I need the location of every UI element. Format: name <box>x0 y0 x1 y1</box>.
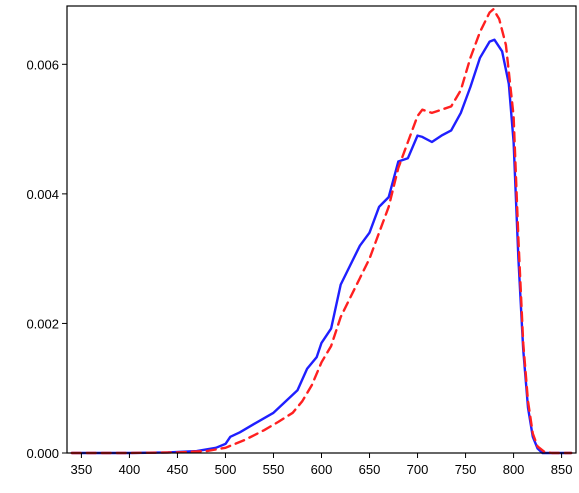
x-tick-label: 550 <box>263 462 285 477</box>
x-tick-label: 800 <box>503 462 525 477</box>
x-tick-label: 600 <box>311 462 333 477</box>
y-tick-label: 0.000 <box>26 446 59 461</box>
x-tick-label: 350 <box>71 462 93 477</box>
x-tick-label: 650 <box>359 462 381 477</box>
series-layer <box>70 7 573 455</box>
y-tick-label: 0.006 <box>26 57 59 72</box>
series-line-red-dashed <box>70 7 573 455</box>
x-tick-label: 700 <box>407 462 429 477</box>
y-axis: 0.000 0.002 0.004 0.006 <box>26 57 67 461</box>
x-tick-label: 450 <box>167 462 189 477</box>
x-tick-label: 850 <box>551 462 573 477</box>
x-tick-label: 750 <box>455 462 477 477</box>
y-tick-label: 0.004 <box>26 187 59 202</box>
y-tick-label: 0.002 <box>26 316 59 331</box>
x-tick-label: 500 <box>215 462 237 477</box>
x-axis: 350 400 450 500 550 600 650 700 750 800 850 <box>71 453 573 477</box>
x-tick-label: 400 <box>119 462 141 477</box>
series-line-blue-solid <box>70 38 573 455</box>
plot-frame <box>66 5 577 454</box>
